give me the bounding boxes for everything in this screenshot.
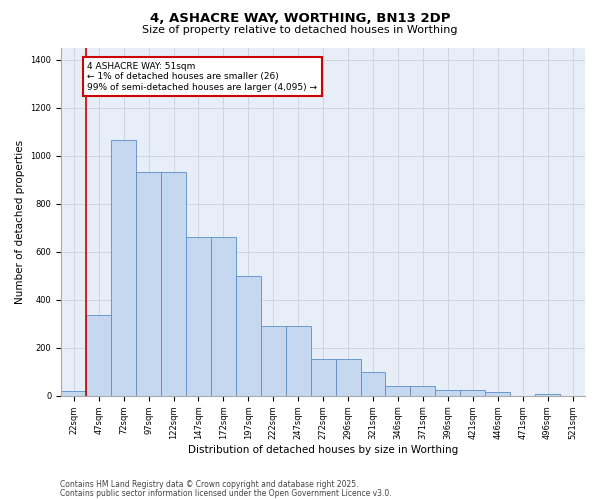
Bar bbox=[61, 391, 86, 396]
Bar bbox=[410, 386, 436, 396]
Y-axis label: Number of detached properties: Number of detached properties bbox=[15, 140, 25, 304]
Bar bbox=[86, 316, 111, 396]
Bar bbox=[311, 358, 335, 396]
Bar bbox=[111, 140, 136, 396]
Bar bbox=[211, 238, 236, 396]
X-axis label: Distribution of detached houses by size in Worthing: Distribution of detached houses by size … bbox=[188, 445, 458, 455]
Bar bbox=[136, 172, 161, 396]
Text: 4, ASHACRE WAY, WORTHING, BN13 2DP: 4, ASHACRE WAY, WORTHING, BN13 2DP bbox=[150, 12, 450, 26]
Bar bbox=[385, 386, 410, 396]
Text: Size of property relative to detached houses in Worthing: Size of property relative to detached ho… bbox=[142, 25, 458, 35]
Bar bbox=[485, 392, 510, 396]
Bar bbox=[361, 372, 385, 396]
Bar bbox=[535, 394, 560, 396]
Bar bbox=[460, 390, 485, 396]
Bar bbox=[186, 238, 211, 396]
Bar bbox=[261, 326, 286, 396]
Bar bbox=[335, 358, 361, 396]
Bar bbox=[436, 390, 460, 396]
Text: Contains public sector information licensed under the Open Government Licence v3: Contains public sector information licen… bbox=[60, 489, 392, 498]
Text: Contains HM Land Registry data © Crown copyright and database right 2025.: Contains HM Land Registry data © Crown c… bbox=[60, 480, 359, 489]
Bar bbox=[236, 276, 261, 396]
Bar bbox=[286, 326, 311, 396]
Text: 4 ASHACRE WAY: 51sqm
← 1% of detached houses are smaller (26)
99% of semi-detach: 4 ASHACRE WAY: 51sqm ← 1% of detached ho… bbox=[88, 62, 317, 92]
Bar bbox=[161, 172, 186, 396]
